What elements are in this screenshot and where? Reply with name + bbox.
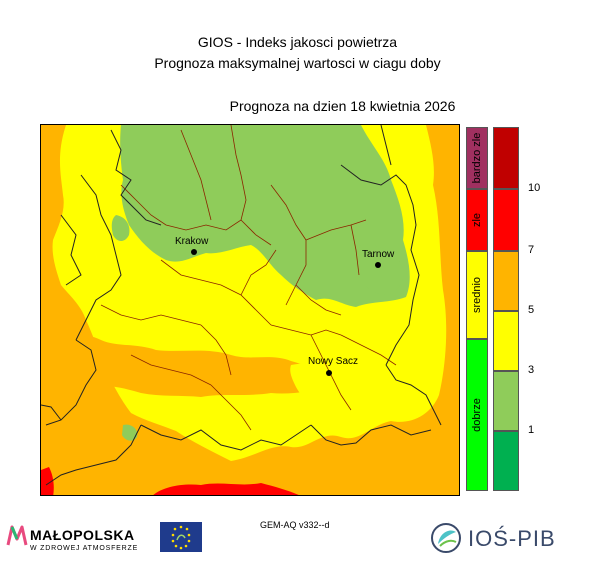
legend-cat-label: srednio [471,276,483,314]
city-dot [191,249,197,255]
legend-cat-label: dobrze [471,398,483,432]
region-borders [41,125,442,486]
zone-red-sw [41,467,54,495]
legend-tick: 7 [528,244,535,256]
city-tarnow: Tarnow [362,249,395,268]
forecast-date: Prognoza na dzien 18 kwietnia 2026 [229,98,456,114]
malopolska-name: MAŁOPOLSKA [30,527,135,543]
city-dot [375,262,381,268]
city-label-nowy-sacz: Nowy Sacz [308,356,358,367]
legend-tick: 5 [528,304,535,316]
legend-tick: 3 [528,364,535,376]
zone-red-s2 [244,490,283,495]
city-label-krakow: Krakow [175,236,209,247]
legend-cat-dobrze: dobrze [466,339,488,491]
legend-scale-0-1 [493,431,519,491]
zone-light-green-tarnow [356,244,404,295]
zone-light-green-west [111,215,130,241]
malopolska-logo-icon [6,525,28,546]
zone-yellow-se [290,355,392,421]
title-line-1: GIOS - Indeks jakosci powietrza [197,34,398,50]
legend-cat-zle: zle [466,189,488,251]
legend-tick: 1 [528,424,535,436]
district-borders [100,125,397,431]
zone-orange-sw [41,334,331,397]
city-nowy-sacz: Nowy Sacz [308,356,358,376]
malopolska-subtitle: W ZDROWEJ ATMOSFERZE [30,545,139,552]
legend-scale-5-7 [493,251,519,311]
city-krakow: Krakow [175,236,209,255]
forecast-map: Krakow Tarnow Nowy Sacz [40,124,460,496]
title-line-2: Prognoza maksymalnej wartosci w ciagu do… [154,55,441,71]
zone-light-green [120,125,410,307]
legend-cat-bardzo-zle: bardzo zle [466,127,488,189]
legend-cat-srednio: srednio [466,251,488,339]
city-label-tarnow: Tarnow [362,249,395,260]
legend-cat-label: bardzo zle [471,132,483,184]
ios-pib-logo-icon [431,523,461,553]
legend-scale-1-3 [493,371,519,431]
legend-scale-3-5 [493,311,519,371]
city-dot [326,370,332,376]
ios-pib-name: IOŚ-PIB [468,526,556,551]
zone-light-green-small [122,424,138,441]
legend-cat-label: zle [471,212,483,228]
model-version: GEM-AQ v332--d [260,520,330,530]
eu-life-flag-icon [160,522,202,552]
legend-tick: 10 [528,182,541,194]
legend-scale-10plus [493,127,519,189]
legend-scale-7-10 [493,189,519,251]
map-svg: Krakow Tarnow Nowy Sacz [41,125,459,495]
